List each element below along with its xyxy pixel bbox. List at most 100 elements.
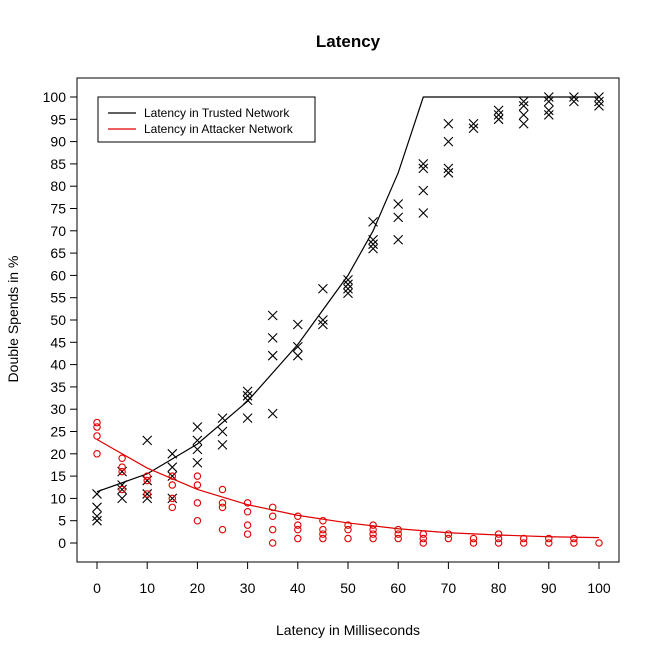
y-tick-label: 80 — [50, 178, 66, 194]
chart-title: Latency — [316, 32, 381, 51]
y-tick-label: 20 — [50, 446, 66, 462]
series-0 — [92, 92, 604, 526]
y-tick-label: 75 — [50, 201, 66, 217]
data-point-x-marker — [418, 185, 429, 196]
data-point-x-marker — [318, 319, 328, 330]
data-point-circle-marker — [143, 490, 151, 498]
y-tick-label: 60 — [50, 267, 66, 283]
data-point-circle-marker — [93, 423, 101, 431]
data-point-circle-marker — [344, 525, 352, 534]
data-point-x-marker — [167, 462, 178, 473]
data-point-x-marker — [267, 408, 278, 419]
data-point-x-marker — [267, 332, 278, 343]
data-point-x-marker — [368, 243, 378, 254]
legend: Latency in Trusted Network Latency in Att… — [97, 96, 316, 143]
data-point-x-marker — [368, 216, 378, 227]
data-point-circle-marker — [319, 530, 327, 538]
y-tick-label: 65 — [50, 245, 66, 261]
data-point-x-marker — [518, 118, 529, 129]
data-point-x-marker — [92, 515, 102, 526]
data-point-circle-marker — [268, 512, 277, 520]
data-point-x-marker — [343, 283, 353, 294]
data-point-x-marker — [518, 101, 529, 111]
data-point-circle-marker — [193, 516, 202, 525]
data-point-x-marker — [569, 96, 579, 107]
data-point-circle-marker — [193, 472, 202, 480]
data-point-circle-marker — [394, 525, 402, 534]
data-point-circle-marker — [319, 516, 327, 525]
data-point-x-marker — [117, 484, 127, 495]
data-point-circle-marker — [319, 525, 327, 534]
data-point-circle-marker — [218, 485, 227, 494]
x-tick-label: 80 — [491, 580, 507, 596]
data-point-circle-marker — [218, 499, 227, 507]
data-point-x-marker — [418, 159, 429, 169]
data-point-circle-marker — [595, 539, 603, 547]
data-point-x-marker — [117, 493, 127, 504]
data-point-circle-marker — [369, 525, 377, 534]
legend-label: Latency in Attacker Network — [144, 122, 294, 136]
data-marks — [92, 92, 604, 547]
data-point-circle-marker — [419, 534, 428, 543]
y-tick-label: 100 — [43, 89, 67, 105]
data-point-circle-marker — [419, 539, 428, 547]
data-point-x-marker — [594, 101, 604, 111]
data-point-x-marker — [167, 448, 178, 459]
data-point-circle-marker — [118, 467, 126, 476]
data-point-x-marker — [443, 167, 454, 178]
data-point-x-marker — [192, 435, 203, 446]
data-point-x-marker — [242, 413, 253, 424]
data-point-x-marker — [368, 234, 378, 245]
x-tick-label: 70 — [441, 580, 457, 596]
data-point-x-marker — [92, 502, 102, 513]
data-point-circle-marker — [545, 539, 553, 547]
data-point-circle-marker — [268, 503, 277, 512]
data-point-circle-marker — [319, 534, 327, 543]
x-tick-label: 40 — [290, 580, 306, 596]
data-point-circle-marker — [494, 539, 503, 547]
data-point-circle-marker — [394, 534, 402, 543]
data-point-x-marker — [192, 422, 203, 432]
data-point-circle-marker — [494, 530, 503, 538]
data-point-x-marker — [493, 109, 504, 120]
series-0-fit-line — [96, 96, 599, 493]
data-point-circle-marker — [243, 499, 252, 507]
data-point-x-marker — [292, 341, 303, 352]
data-point-x-marker — [142, 435, 153, 446]
series-1-fit-line — [96, 439, 600, 539]
data-point-x-marker — [242, 395, 253, 406]
y-tick-label: 0 — [58, 535, 66, 551]
data-point-x-marker — [594, 96, 604, 107]
data-point-x-marker — [594, 92, 604, 102]
data-point-circle-marker — [570, 539, 578, 547]
plot-frame — [76, 77, 620, 563]
data-point-circle-marker — [369, 521, 377, 529]
data-point-circle-marker — [294, 525, 302, 534]
data-point-circle-marker — [168, 481, 177, 489]
data-point-x-marker — [292, 319, 303, 330]
data-point-circle-marker — [168, 503, 177, 512]
data-point-x-marker — [142, 489, 153, 499]
x-axis-label: Latency in Milliseconds — [276, 622, 420, 638]
data-point-circle-marker — [344, 534, 352, 543]
data-point-x-marker — [192, 444, 203, 455]
data-point-x-marker — [493, 114, 504, 125]
y-tick-label: 35 — [50, 379, 66, 395]
data-point-circle-marker — [344, 521, 352, 529]
data-point-circle-marker — [294, 534, 302, 543]
data-point-x-marker — [518, 109, 529, 120]
data-point-x-marker — [443, 118, 454, 129]
data-point-x-marker — [192, 457, 203, 468]
y-tick-label: 5 — [58, 513, 66, 529]
y-tick-label: 55 — [50, 290, 66, 306]
data-point-x-marker — [343, 279, 353, 290]
x-tick-label: 0 — [93, 580, 101, 596]
x-tick-label: 90 — [541, 580, 557, 596]
data-point-x-marker — [217, 413, 228, 424]
legend-box — [97, 96, 316, 143]
x-tick-label: 100 — [587, 580, 611, 596]
data-point-circle-marker — [419, 530, 428, 538]
y-tick-label: 70 — [50, 223, 66, 239]
y-tick-label: 30 — [50, 401, 66, 417]
